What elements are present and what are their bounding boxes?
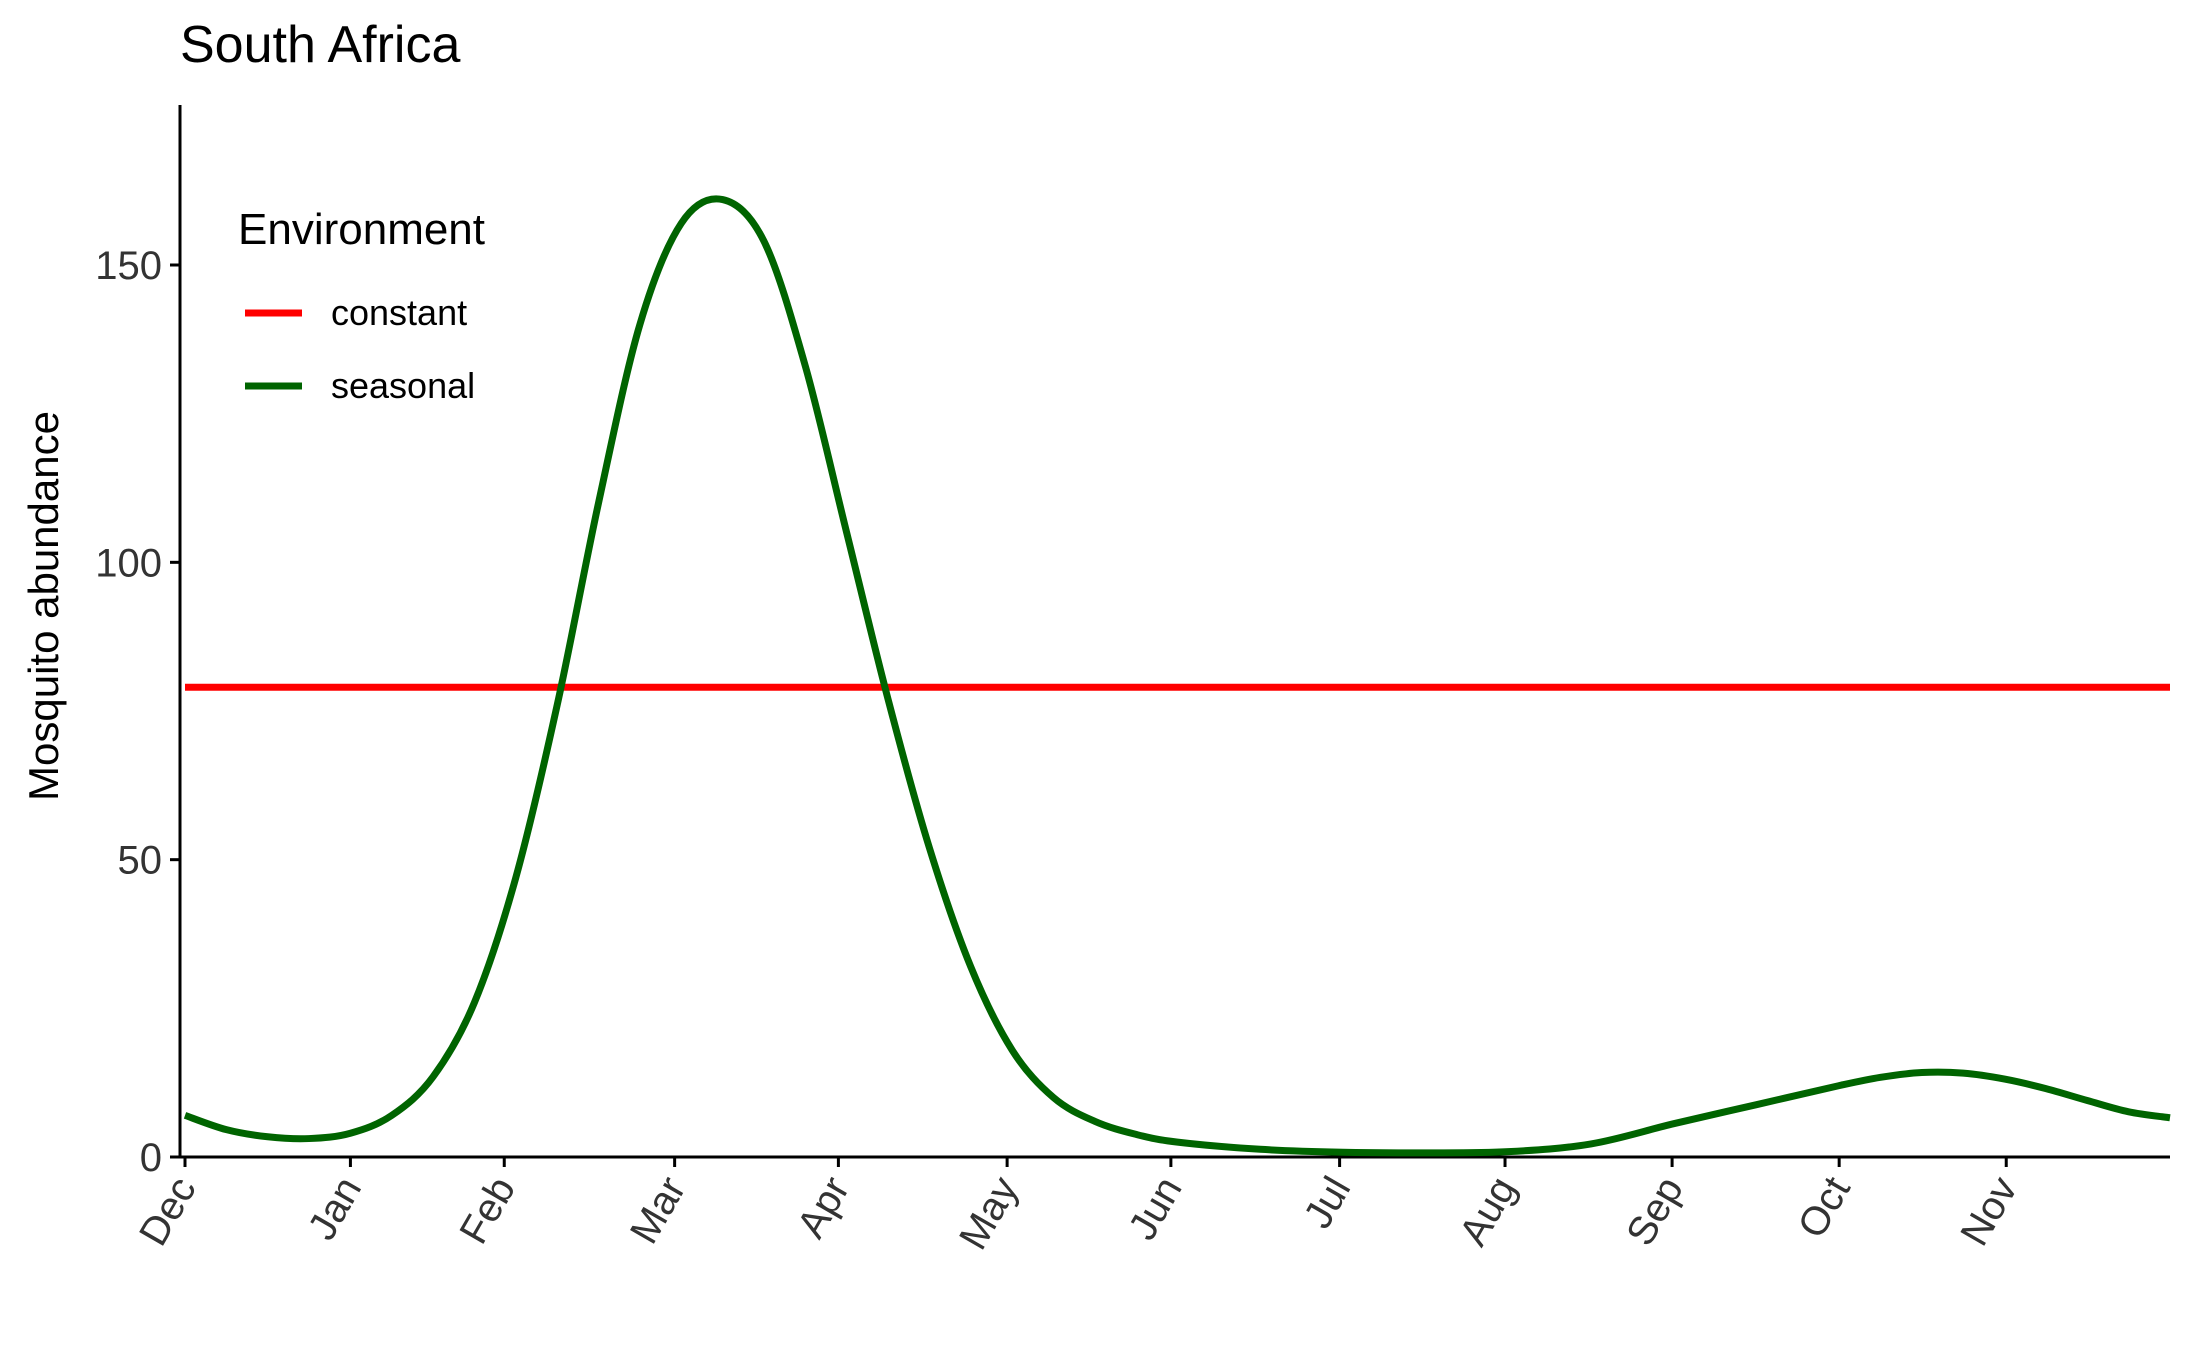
x-tick-label: Oct (1790, 1170, 1859, 1246)
x-tick-label: Nov (1952, 1170, 2026, 1254)
chart-title: South Africa (180, 16, 460, 74)
x-tick-label: Jun (1120, 1170, 1190, 1248)
y-tick-label: 100 (95, 541, 162, 585)
legend-title: Environment (238, 205, 485, 254)
legend-label-constant: constant (331, 292, 467, 333)
y-axis-label: Mosquito abundance (20, 411, 67, 801)
x-tick-label: Jul (1296, 1170, 1360, 1236)
x-tick-label: Apr (789, 1170, 858, 1246)
x-tick-label: Sep (1618, 1170, 1692, 1254)
y-tick-label: 150 (95, 244, 162, 288)
series-line-seasonal (183, 195, 2171, 1157)
x-tick-label: May (951, 1170, 1027, 1257)
x-tick-label: Mar (622, 1170, 695, 1252)
x-tick-label: Dec (131, 1170, 205, 1254)
chart-legend: Environment constant seasonal (238, 205, 485, 406)
x-tick-label: Feb (451, 1170, 524, 1252)
x-tick-label: Jan (300, 1170, 370, 1248)
y-tick-label: 0 (140, 1136, 162, 1180)
y-tick-label: 50 (118, 839, 163, 883)
x-tick-label: Aug (1451, 1170, 1525, 1254)
legend-label-seasonal: seasonal (331, 365, 475, 406)
